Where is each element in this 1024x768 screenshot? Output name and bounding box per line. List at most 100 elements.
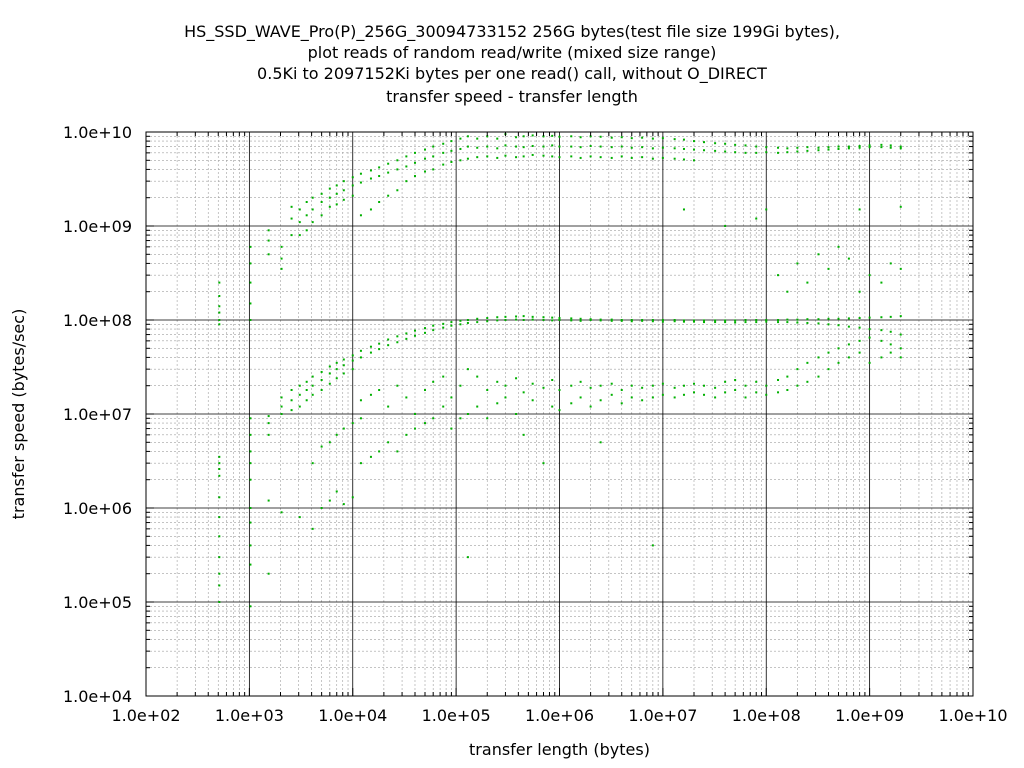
scatter-point (579, 317, 582, 320)
scatter-point (249, 521, 252, 524)
scatter-point (889, 146, 892, 149)
scatter-point (551, 316, 554, 319)
scatter-point (661, 393, 664, 396)
scatter-point (342, 180, 345, 183)
scatter-point (311, 375, 314, 378)
scatter-point (796, 262, 799, 265)
scatter-point (298, 234, 301, 237)
scatter-point (899, 333, 902, 336)
scatter-point (610, 382, 613, 385)
scatter-point (827, 146, 830, 149)
scatter-point (570, 135, 573, 138)
scatter-point (320, 378, 323, 381)
scatter-point (290, 234, 293, 237)
scatter-point (342, 503, 345, 506)
scatter-point (641, 399, 644, 402)
scatter-point (682, 208, 685, 211)
scatter-point (486, 389, 489, 392)
scatter-point (734, 319, 737, 322)
scatter-point (328, 365, 331, 368)
scatter-point (765, 393, 768, 396)
scatter-point (459, 323, 462, 326)
scatter-point (396, 159, 399, 162)
scatter-point (351, 368, 354, 371)
scatter-point (311, 393, 314, 396)
scatter-point (249, 507, 252, 509)
x-tick-label: 1.0e+08 (732, 706, 801, 725)
scatter-point (459, 319, 462, 322)
scatter-point (858, 317, 861, 320)
scatter-point (290, 389, 293, 392)
scatter-point (424, 331, 427, 334)
scatter-point (610, 319, 613, 322)
scatter-point (311, 208, 314, 211)
scatter-point (328, 382, 331, 385)
scatter-point (280, 267, 283, 270)
scatter-point (378, 389, 381, 392)
scatter-point (858, 144, 861, 147)
scatter-point (298, 405, 301, 408)
scatter-point (651, 544, 654, 547)
x-tick-label: 1.0e+05 (422, 706, 491, 725)
y-tick-label: 1.0e+07 (63, 405, 132, 424)
scatter-point (515, 136, 518, 139)
scatter-point (551, 378, 554, 381)
scatter-point (899, 147, 902, 150)
scatter-point (880, 143, 883, 146)
scatter-point (899, 347, 902, 350)
scatter-point (714, 321, 717, 324)
scatter-point (806, 380, 809, 383)
scatter-point (620, 402, 623, 405)
scatter-point (249, 281, 252, 284)
scatter-point (218, 516, 221, 519)
scatter-point (641, 319, 644, 322)
scatter-point (405, 337, 408, 340)
scatter-point (280, 396, 283, 399)
scatter-point (734, 378, 737, 381)
scatter-point (599, 145, 602, 148)
scatter-point (889, 144, 892, 147)
scatter-point (703, 319, 706, 322)
scatter-point (692, 391, 695, 394)
scatter-point (515, 413, 518, 415)
scatter-point (218, 467, 221, 470)
scatter-point (335, 377, 338, 380)
scatter-point (682, 158, 685, 161)
scatter-point (249, 450, 252, 453)
scatter-point (817, 253, 820, 256)
scatter-point (405, 180, 408, 183)
x-tick-label: 1.0e+09 (835, 706, 904, 725)
scatter-point (673, 157, 676, 160)
scatter-point (551, 134, 554, 137)
scatter-point (466, 368, 469, 371)
scatter-point (459, 384, 462, 387)
scatter-point (899, 356, 902, 359)
scatter-point (305, 399, 308, 402)
scatter-point (387, 441, 390, 444)
scatter-point (442, 163, 445, 166)
scatter-point (786, 147, 789, 150)
scatter-point (396, 335, 399, 338)
scatter-point (413, 334, 416, 337)
scatter-point (589, 135, 592, 138)
scatter-point (249, 245, 252, 248)
scatter-point (328, 205, 331, 208)
scatter-point (880, 329, 883, 332)
scatter-point (298, 384, 301, 387)
scatter-point (558, 319, 561, 321)
scatter-point (755, 217, 758, 220)
scatter-point (531, 153, 534, 156)
scatter-point (450, 140, 453, 143)
scatter-point (369, 169, 372, 172)
scatter-point (858, 339, 861, 342)
scatter-point (369, 345, 372, 348)
scatter-point (335, 184, 338, 187)
scatter-point (320, 445, 323, 448)
scatter-point (267, 433, 270, 436)
scatter-point (305, 201, 308, 204)
scatter-point (570, 145, 573, 148)
scatter-point (298, 393, 301, 396)
scatter-point (880, 316, 883, 319)
scatter-point (724, 142, 727, 145)
